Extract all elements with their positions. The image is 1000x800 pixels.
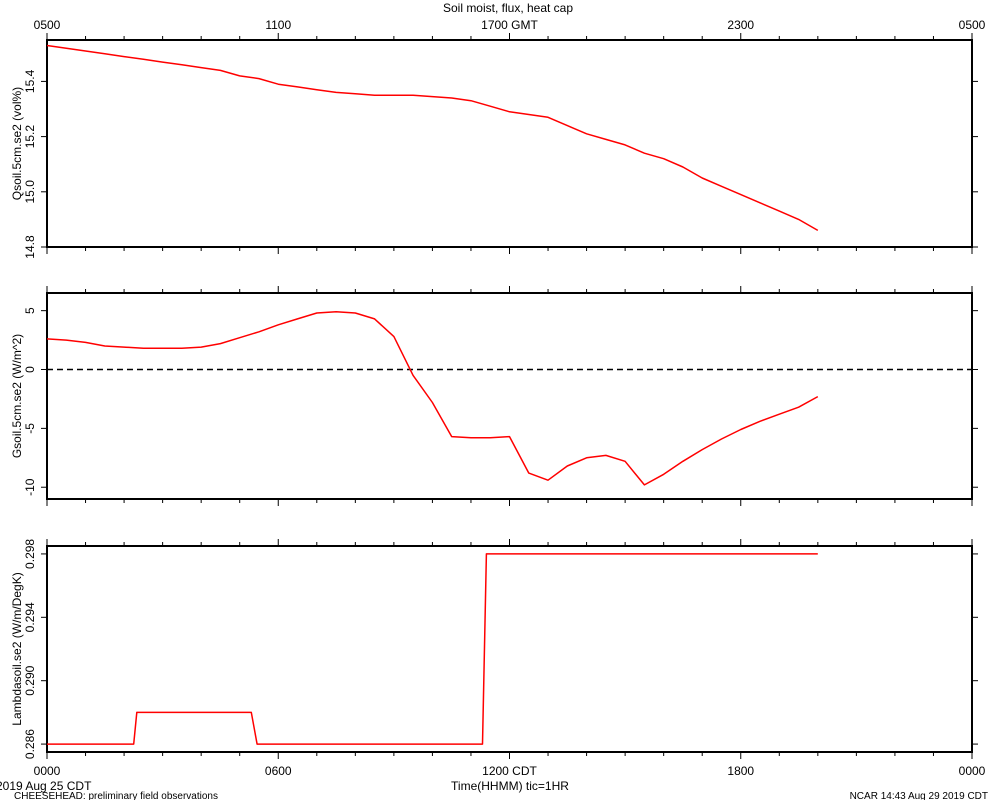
series-line [47,553,818,745]
series-line [46,311,819,486]
y-tick-label: -5 [23,423,37,434]
bottom-axis-ticks: 0000 0600 1200 CDT 1800 0000 [34,764,986,778]
plot-frame [46,39,973,248]
y-tick-label: 5 [23,307,37,314]
plot-frame [46,292,973,500]
footer-credit: NCAR 14:43 Aug 29 2019 CDT [850,791,988,800]
footer-date: 2019 Aug 25 CDT [0,779,92,793]
y-tick-label: 0.294 [23,602,37,632]
y-tick-label: 15.4 [23,69,37,93]
y-axis-label: Qsoil.5cm.se2 (vol%) [10,87,24,200]
top-tick-label: 0500 [959,18,986,32]
y-axis-label: Gsoil.5cm.se2 (W/m^2) [10,334,24,458]
y-tick-label: 0.286 [23,729,37,759]
y-tick-label: 15.0 [23,180,37,204]
x-axis-label: Time(HHMM) tic=1HR [451,779,569,793]
bottom-tick-label: 0000 [34,764,61,778]
plot-frame [46,545,973,753]
y-tick-label: 14.8 [23,235,37,259]
bottom-tick-label: 0000 [959,764,986,778]
y-tick-label: 0.298 [23,539,37,569]
bottom-tick-label: 1800 [727,764,754,778]
y-tick-label: 0 [23,366,37,373]
chart-title: Soil moist, flux, heat cap [443,1,573,15]
footer-project-note: CHEESEHEAD: preliminary field observatio… [14,791,218,800]
y-axis-label: Lambdasoil.se2 (W/m/DegK) [10,572,24,725]
series-line [46,44,819,232]
panel-3: 0.286 0.290 0.294 0.298 Lambdasoil.se2 (W/m/… [10,539,978,759]
y-tick-label: 15.2 [23,125,37,149]
top-tick-label: 1700 GMT [481,18,538,32]
top-tick-label: 0500 [34,18,61,32]
y-tick-label: -10 [23,478,37,496]
y-tick-label: 0.290 [23,665,37,695]
bottom-tick-label: 0600 [265,764,292,778]
bottom-tick-label: 1200 CDT [482,764,537,778]
panel-2: -10 -5 0 5 Gsoil.5cm.se2 (W/m^2) [10,286,978,506]
top-axis-ticks: 0500 1100 1700 GMT 2300 0500 [34,18,986,32]
top-tick-label: 1100 [265,18,291,32]
top-tick-label: 2300 [727,18,754,32]
